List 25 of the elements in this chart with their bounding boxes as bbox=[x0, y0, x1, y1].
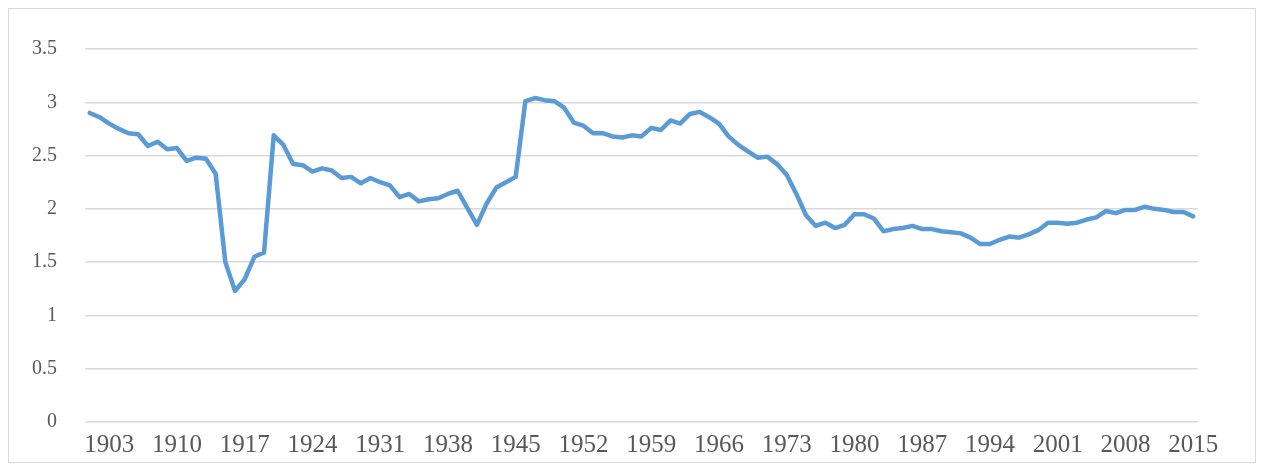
x-tick-label: 1987 bbox=[897, 429, 948, 457]
x-tick-label: 1973 bbox=[761, 429, 812, 457]
y-tick-label: 3 bbox=[47, 89, 57, 112]
x-tick-label: 1917 bbox=[219, 429, 270, 457]
x-tick-label: 2015 bbox=[1168, 429, 1219, 457]
y-tick-label: 2.5 bbox=[32, 142, 57, 165]
y-tick-label: 0.5 bbox=[32, 355, 57, 378]
y-tick-label: 2 bbox=[47, 196, 57, 219]
x-tick-label: 1980 bbox=[829, 429, 880, 457]
x-tick-label: 2001 bbox=[1032, 429, 1083, 457]
y-tick-label: 3.5 bbox=[32, 36, 57, 59]
x-tick-label: 1994 bbox=[964, 429, 1016, 457]
x-tick-label: 1952 bbox=[558, 429, 609, 457]
y-tick-label: 1.5 bbox=[32, 249, 57, 272]
x-tick-label: 1910 bbox=[151, 429, 202, 457]
x-tick-label: 1945 bbox=[490, 429, 541, 457]
x-tick-label: 1903 bbox=[84, 429, 135, 457]
x-tick-label: 1938 bbox=[422, 429, 473, 457]
x-tick-label: 2008 bbox=[1100, 429, 1151, 457]
y-tick-label: 1 bbox=[47, 302, 57, 325]
y-tick-label: 0 bbox=[47, 409, 57, 432]
x-tick-label: 1924 bbox=[287, 429, 338, 457]
x-tick-label: 1931 bbox=[355, 429, 406, 457]
x-tick-label: 1966 bbox=[693, 429, 744, 457]
x-tick-label: 1959 bbox=[626, 429, 677, 457]
